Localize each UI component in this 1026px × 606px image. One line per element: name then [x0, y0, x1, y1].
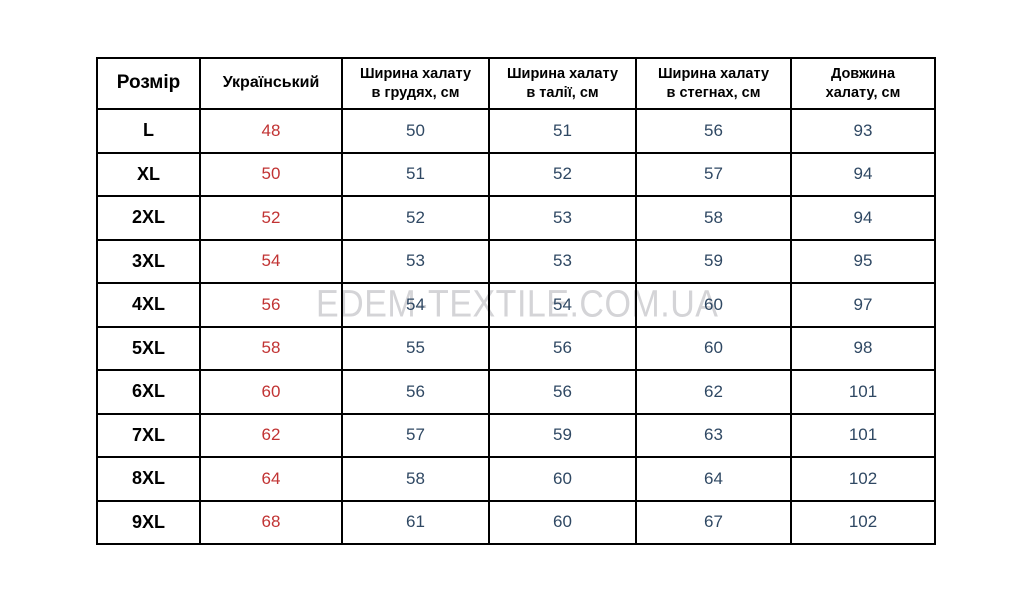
ukrainian-size-cell: 54 — [199, 238, 343, 284]
size-cell: 3XL — [96, 238, 201, 284]
hips-width-cell: 60 — [635, 282, 792, 328]
chest-width-cell: 61 — [341, 499, 490, 545]
hips-width-cell: 64 — [635, 456, 792, 502]
table-row: 7XL 62 57 59 63 101 — [96, 412, 936, 458]
table-row: 2XL 52 52 53 58 94 — [96, 195, 936, 241]
hips-width-cell: 56 — [635, 108, 792, 154]
size-cell: 6XL — [96, 369, 201, 415]
size-cell: 7XL — [96, 412, 201, 458]
size-cell: 2XL — [96, 195, 201, 241]
chest-width-cell: 53 — [341, 238, 490, 284]
chest-width-cell: 54 — [341, 282, 490, 328]
table-row: 3XL 54 53 53 59 95 — [96, 238, 936, 284]
size-cell: 9XL — [96, 499, 201, 545]
waist-width-cell: 53 — [488, 195, 637, 241]
size-cell: 8XL — [96, 456, 201, 502]
table-row: 5XL 58 55 56 60 98 — [96, 325, 936, 371]
chest-width-cell: 52 — [341, 195, 490, 241]
hips-width-cell: 57 — [635, 151, 792, 197]
chest-width-cell: 55 — [341, 325, 490, 371]
chest-width-cell: 56 — [341, 369, 490, 415]
length-cell: 94 — [790, 151, 936, 197]
ukrainian-size-cell: 50 — [199, 151, 343, 197]
table-row: 4XL 56 54 54 60 97 — [96, 282, 936, 328]
ukrainian-size-cell: 48 — [199, 108, 343, 154]
chest-width-cell: 51 — [341, 151, 490, 197]
header-ukrainian: Український — [199, 57, 343, 110]
length-cell: 102 — [790, 499, 936, 545]
waist-width-cell: 56 — [488, 325, 637, 371]
ukrainian-size-cell: 64 — [199, 456, 343, 502]
length-cell: 101 — [790, 369, 936, 415]
size-chart-table: Розмір Український Ширина халату в грудя… — [96, 57, 936, 545]
length-cell: 97 — [790, 282, 936, 328]
header-hips-width: Ширина халату в стегнах, см — [635, 57, 792, 110]
length-cell: 93 — [790, 108, 936, 154]
header-size: Розмір — [96, 57, 201, 110]
hips-width-cell: 59 — [635, 238, 792, 284]
waist-width-cell: 60 — [488, 499, 637, 545]
length-cell: 98 — [790, 325, 936, 371]
waist-width-cell: 51 — [488, 108, 637, 154]
chest-width-cell: 58 — [341, 456, 490, 502]
header-chest-width: Ширина халату в грудях, см — [341, 57, 490, 110]
ukrainian-size-cell: 68 — [199, 499, 343, 545]
ukrainian-size-cell: 52 — [199, 195, 343, 241]
table-row: 9XL 68 61 60 67 102 — [96, 499, 936, 545]
hips-width-cell: 62 — [635, 369, 792, 415]
length-cell: 102 — [790, 456, 936, 502]
waist-width-cell: 52 — [488, 151, 637, 197]
table-row: 6XL 60 56 56 62 101 — [96, 369, 936, 415]
ukrainian-size-cell: 62 — [199, 412, 343, 458]
chest-width-cell: 57 — [341, 412, 490, 458]
hips-width-cell: 58 — [635, 195, 792, 241]
header-waist-width: Ширина халату в талії, см — [488, 57, 637, 110]
hips-width-cell: 60 — [635, 325, 792, 371]
length-cell: 94 — [790, 195, 936, 241]
table-row: XL 50 51 52 57 94 — [96, 151, 936, 197]
header-length: Довжина халату, см — [790, 57, 936, 110]
waist-width-cell: 56 — [488, 369, 637, 415]
length-cell: 101 — [790, 412, 936, 458]
ukrainian-size-cell: 56 — [199, 282, 343, 328]
table-row: L 48 50 51 56 93 — [96, 108, 936, 154]
table-row: 8XL 64 58 60 64 102 — [96, 456, 936, 502]
waist-width-cell: 59 — [488, 412, 637, 458]
hips-width-cell: 63 — [635, 412, 792, 458]
size-cell: 5XL — [96, 325, 201, 371]
chest-width-cell: 50 — [341, 108, 490, 154]
size-cell: 4XL — [96, 282, 201, 328]
size-cell: XL — [96, 151, 201, 197]
table-header-row: Розмір Український Ширина халату в грудя… — [96, 57, 936, 110]
ukrainian-size-cell: 60 — [199, 369, 343, 415]
hips-width-cell: 67 — [635, 499, 792, 545]
ukrainian-size-cell: 58 — [199, 325, 343, 371]
waist-width-cell: 54 — [488, 282, 637, 328]
length-cell: 95 — [790, 238, 936, 284]
size-cell: L — [96, 108, 201, 154]
waist-width-cell: 53 — [488, 238, 637, 284]
waist-width-cell: 60 — [488, 456, 637, 502]
